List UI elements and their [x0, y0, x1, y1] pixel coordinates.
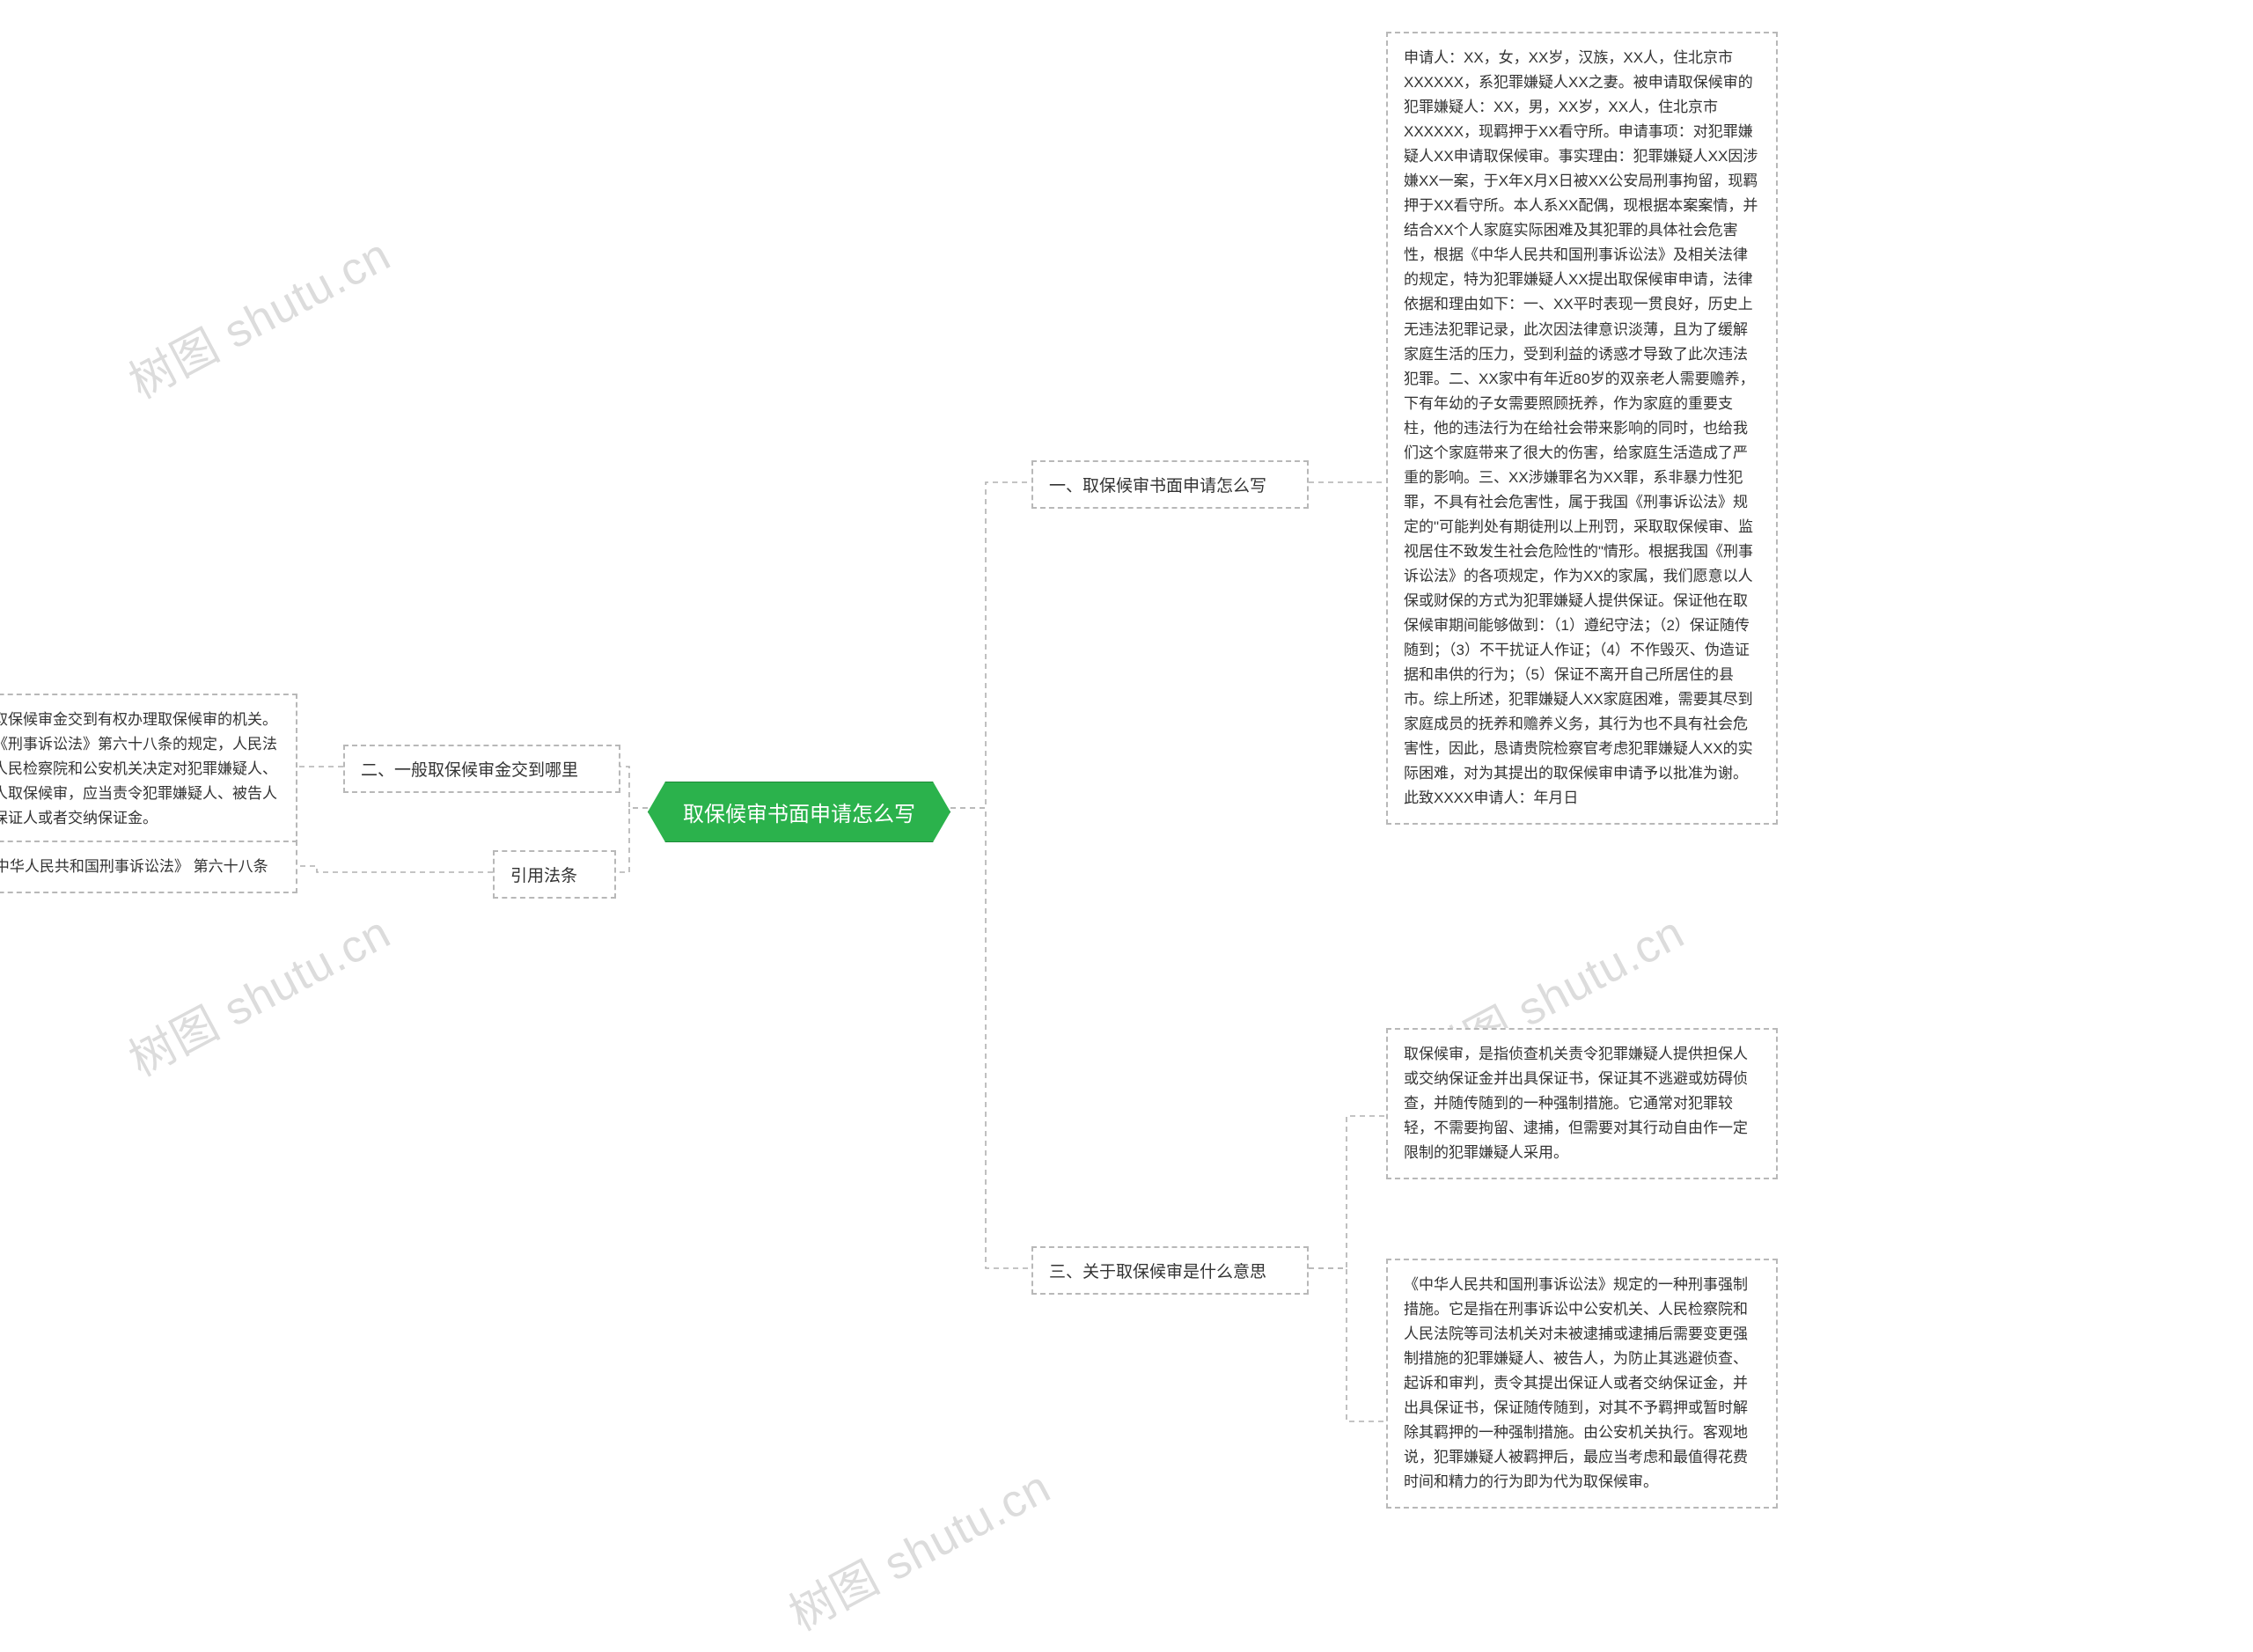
watermark: 树图 shutu.cn	[775, 1450, 1060, 1643]
central-node[interactable]: 取保候审书面申请怎么写	[648, 782, 950, 842]
leaf-application-sample: 申请人：XX，女，XX岁，汉族，XX人，住北京市XXXXXX，系犯罪嫌疑人XX之…	[1386, 32, 1778, 825]
watermark: 树图 shutu.cn	[115, 896, 400, 1089]
branch-how-to-write[interactable]: 一、取保候审书面申请怎么写	[1031, 460, 1309, 509]
leaf-meaning-2: 《中华人民共和国刑事诉讼法》规定的一种刑事强制措施。它是指在刑事诉讼中公安机关、…	[1386, 1259, 1778, 1509]
connector-layer	[0, 0, 2253, 1652]
branch-cited-law[interactable]: 引用法条	[493, 850, 616, 899]
leaf-cited-law: [1]《中华人民共和国刑事诉讼法》 第六十八条	[0, 841, 297, 893]
branch-meaning[interactable]: 三、关于取保候审是什么意思	[1031, 1246, 1309, 1295]
leaf-deposit-where: 一般取保候审金交到有权办理取保候审的机关。根据《刑事诉讼法》第六十八条的规定，人…	[0, 694, 297, 845]
branch-deposit-where[interactable]: 二、一般取保候审金交到哪里	[343, 745, 620, 793]
leaf-meaning-1: 取保候审，是指侦查机关责令犯罪嫌疑人提供担保人或交纳保证金并出具保证书，保证其不…	[1386, 1028, 1778, 1179]
watermark: 树图 shutu.cn	[115, 218, 400, 411]
